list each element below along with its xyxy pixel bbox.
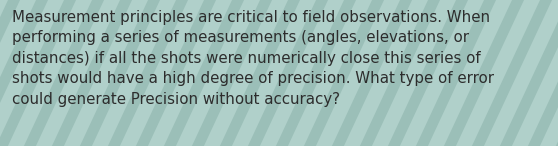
Text: Measurement principles are critical to field observations. When
performing a ser: Measurement principles are critical to f… (12, 10, 494, 107)
